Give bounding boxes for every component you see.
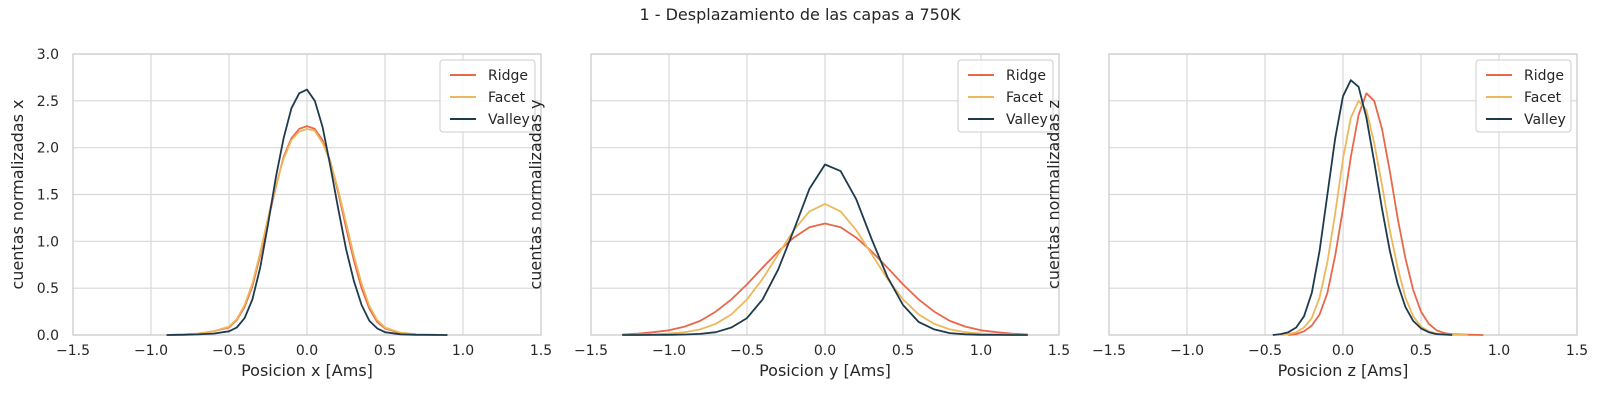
x-tick-label: −0.5: [212, 343, 246, 359]
x-tick-label: 0.0: [1332, 343, 1354, 359]
subplot-grid: −1.5 −1.0 −0.5 0.0 0.5 1.0 1.5 0.0 0.5 1.0 1.5 2.0 2…: [8, 47, 1588, 380]
x-tick-label: 1.0: [970, 343, 992, 359]
x-tick-label: 0.0: [814, 343, 836, 359]
x-tick-label: −1.5: [56, 343, 90, 359]
legend-label-facet: Facet: [1006, 90, 1044, 106]
x-tick-label: 1.0: [452, 343, 474, 359]
series-line-valley: [1272, 79, 1453, 336]
series-line-ridge: [1288, 92, 1484, 336]
x-axis-label: Posicion y [Ams]: [759, 361, 891, 380]
plot-frame: [1108, 53, 1578, 336]
x-tick-label: 1.5: [1566, 343, 1588, 359]
legend-label-facet: Facet: [1524, 90, 1562, 106]
x-axis-label: Posicion z [Ams]: [1278, 361, 1409, 380]
legend-label-ridge: Ridge: [488, 68, 528, 84]
x-tick-label: 0.5: [374, 343, 396, 359]
legend-box: [439, 59, 536, 133]
y-tick-label: 1.5: [37, 188, 59, 204]
x-tick-label: −0.5: [1248, 343, 1282, 359]
y-axis-label: cuentas normalizadas y: [526, 100, 545, 290]
legend-label-valley: Valley: [488, 112, 530, 128]
y-tick-label: 1.0: [37, 234, 59, 250]
y-tick-label: 2.5: [37, 94, 59, 110]
y-tick-label: 0.0: [37, 328, 59, 344]
plot-frame: [590, 53, 1060, 336]
legend-box: [957, 59, 1054, 133]
x-tick-label: −1.0: [652, 343, 686, 359]
y-axis-label: cuentas normalizadas z: [1044, 100, 1063, 289]
y-tick-label: 0.5: [37, 281, 59, 297]
x-tick-label: −1.5: [574, 343, 608, 359]
y-axis-label: cuentas normalizadas x: [8, 100, 27, 290]
legend: Ridge Facet Valley: [439, 59, 536, 133]
y-tick-label: 3.0: [37, 47, 59, 63]
x-tick-label: 1.5: [1048, 343, 1070, 359]
legend-label-valley: Valley: [1006, 112, 1048, 128]
y-tick-label: 2.0: [37, 141, 59, 157]
legend: Ridge Facet Valley: [957, 59, 1054, 133]
x-tick-label: 0.0: [296, 343, 318, 359]
legend-label-facet: Facet: [488, 90, 526, 106]
x-tick-label: −1.0: [134, 343, 168, 359]
series-line-ridge: [622, 222, 1028, 336]
x-tick-label: −0.5: [730, 343, 764, 359]
legend: Ridge Facet Valley: [1475, 59, 1572, 133]
legend-label-ridge: Ridge: [1006, 68, 1046, 84]
series-line-facet: [622, 203, 1028, 336]
x-axis-label: Posicion x [Ams]: [241, 361, 373, 380]
x-tick-label: −1.0: [1170, 343, 1204, 359]
series-line-valley: [622, 163, 1028, 336]
x-tick-label: 0.5: [1410, 343, 1432, 359]
x-tick-label: 1.0: [1488, 343, 1510, 359]
x-tick-label: 1.5: [530, 343, 552, 359]
x-tick-label: −1.5: [1092, 343, 1126, 359]
subplot-2: −1.5 −1.0 −0.5 0.0 0.5 1.0 1.5 Posicion y [Ams]…: [526, 53, 1070, 380]
series-line-valley: [166, 88, 448, 336]
legend-label-valley: Valley: [1524, 112, 1566, 128]
legend-label-ridge: Ridge: [1524, 68, 1564, 84]
legend-box: [1475, 59, 1572, 133]
subplot-3: −1.5 −1.0 −0.5 0.0 0.5 1.0 1.5 Posicion z [Ams]…: [1044, 53, 1588, 380]
figure-title: 1 - Desplazamiento de las capas a 750K: [639, 5, 961, 24]
subplot-1: −1.5 −1.0 −0.5 0.0 0.5 1.0 1.5 0.0 0.5 1.0 1.5 2.0 2…: [8, 47, 552, 380]
series-line-facet: [166, 128, 448, 336]
x-tick-label: 0.5: [892, 343, 914, 359]
plot-frame: [72, 53, 542, 336]
